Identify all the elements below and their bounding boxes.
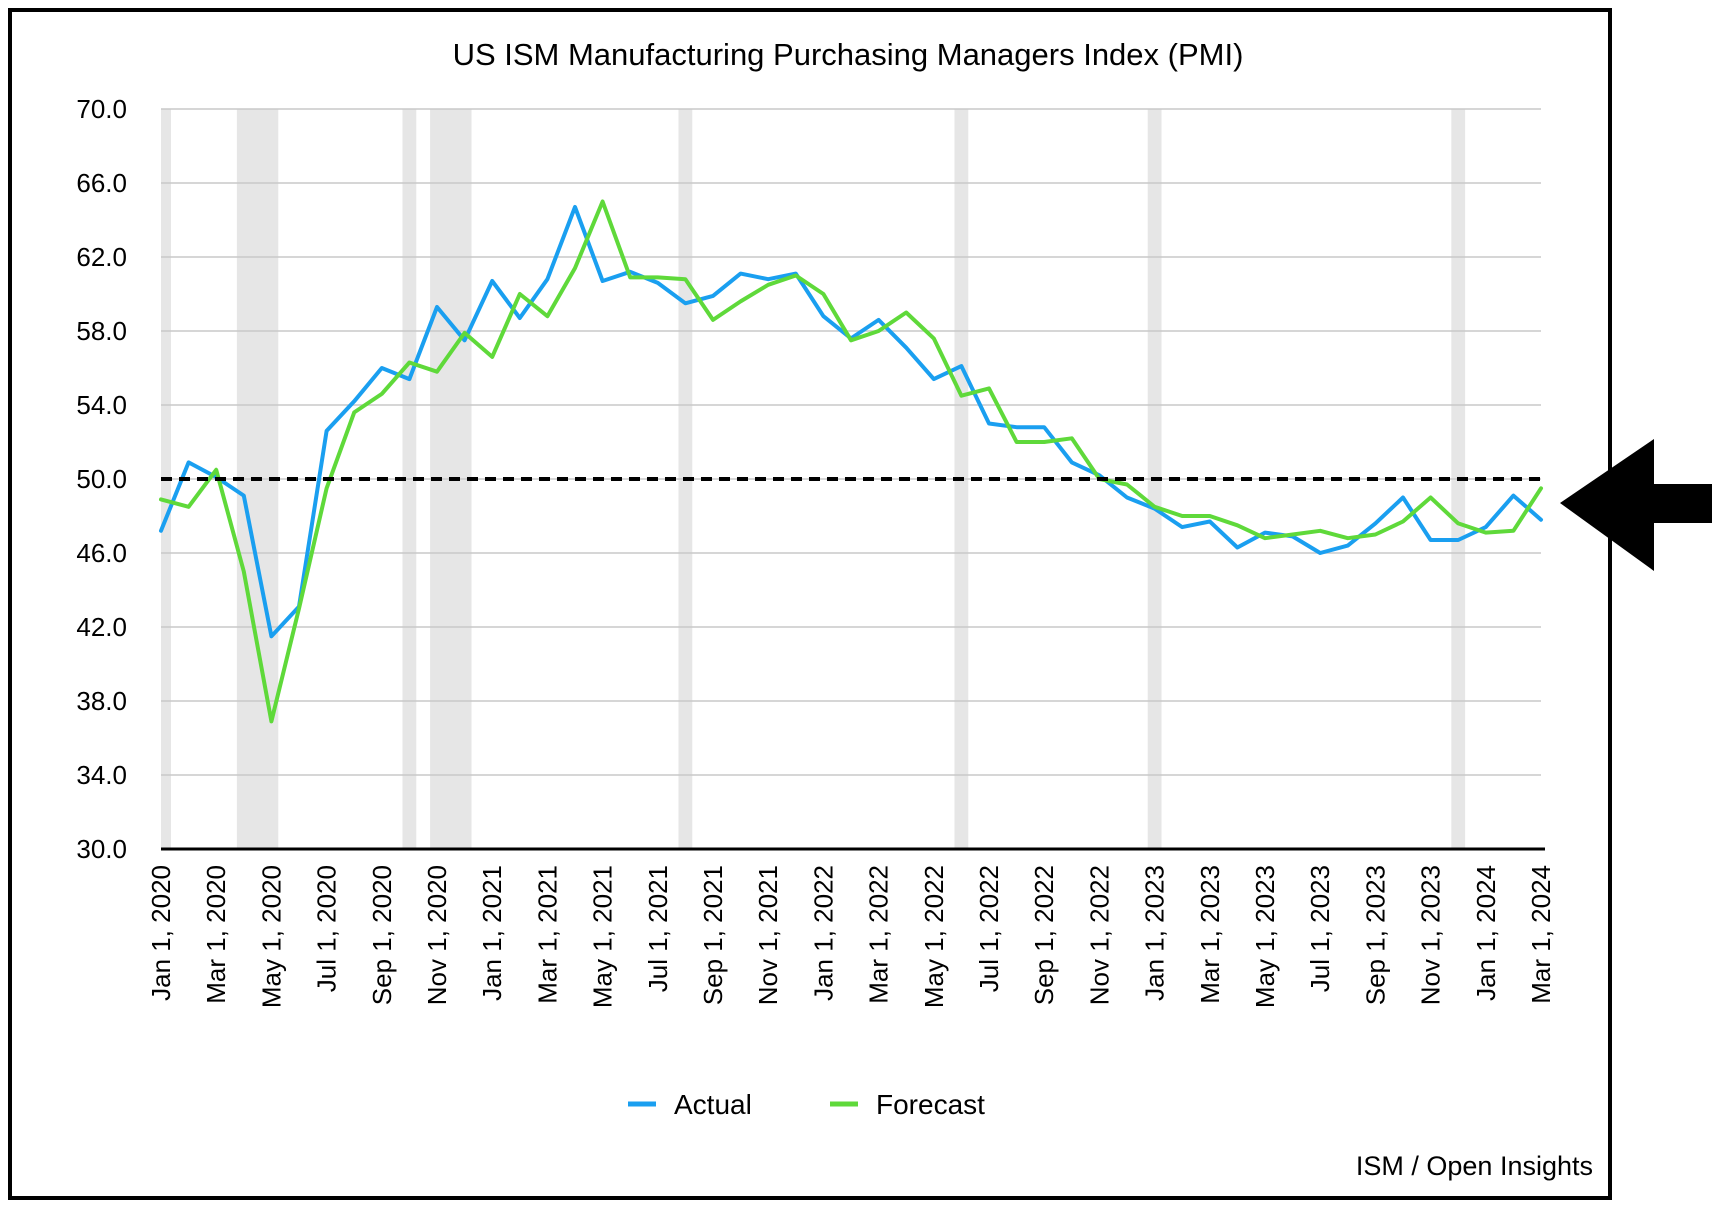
legend-label-actual: Actual <box>674 1089 752 1120</box>
y-axis-ticks: 30.0 34.0 38.0 42.0 46.0 50.0 54.0 58.0 62.0 66.0… <box>76 94 127 864</box>
y-tick-label: 34.0 <box>76 760 127 790</box>
x-tick-label: Jan 1, 2020 <box>146 865 176 1001</box>
x-tick-label: Jan 1, 2024 <box>1471 865 1501 1001</box>
x-tick-label: May 1, 2022 <box>919 865 949 1008</box>
y-tick-label: 38.0 <box>76 686 127 716</box>
x-tick-label: Nov 1, 2021 <box>753 865 783 1005</box>
x-tick-label: May 1, 2021 <box>588 865 618 1008</box>
x-tick-label: May 1, 2020 <box>256 865 286 1008</box>
x-tick-label: May 1, 2023 <box>1250 865 1280 1008</box>
legend: Actual Forecast <box>628 1089 985 1120</box>
y-tick-label: 70.0 <box>76 94 127 124</box>
x-tick-label: Mar 1, 2021 <box>532 865 562 1004</box>
y-tick-label: 30.0 <box>76 834 127 864</box>
y-tick-label: 46.0 <box>76 538 127 568</box>
x-tick-label: Jan 1, 2023 <box>1140 865 1170 1001</box>
y-tick-label: 66.0 <box>76 168 127 198</box>
x-tick-label: Sep 1, 2022 <box>1029 865 1059 1005</box>
series-lines <box>159 199 1543 724</box>
x-tick-label: Nov 1, 2022 <box>1084 865 1114 1005</box>
x-tick-label: Nov 1, 2023 <box>1416 865 1446 1005</box>
y-tick-label: 42.0 <box>76 612 127 642</box>
x-tick-label: Sep 1, 2023 <box>1360 865 1390 1005</box>
x-tick-label: Mar 1, 2022 <box>864 865 894 1004</box>
y-tick-label: 62.0 <box>76 242 127 272</box>
y-tick-label: 58.0 <box>76 316 127 346</box>
x-axis-ticks: Jan 1, 2020 Mar 1, 2020 May 1, 2020 Jul 1, … <box>146 865 1556 1008</box>
y-tick-label: 54.0 <box>76 390 127 420</box>
x-tick-label: Sep 1, 2021 <box>698 865 728 1005</box>
x-tick-label: Mar 1, 2023 <box>1195 865 1225 1004</box>
x-tick-label: Jan 1, 2021 <box>477 865 507 1001</box>
x-tick-label: Mar 1, 2020 <box>201 865 231 1004</box>
x-tick-label: Nov 1, 2020 <box>422 865 452 1005</box>
x-tick-label: Jul 1, 2023 <box>1305 865 1335 992</box>
chart-title: US ISM Manufacturing Purchasing Managers… <box>453 37 1244 72</box>
arrow-left-shape <box>1560 439 1712 571</box>
x-tick-label: Jul 1, 2021 <box>643 865 673 992</box>
legend-label-forecast: Forecast <box>876 1089 985 1120</box>
x-tick-label: Mar 1, 2024 <box>1526 865 1556 1004</box>
x-tick-label: Jul 1, 2020 <box>312 865 342 992</box>
series-line-forecast <box>159 199 1543 724</box>
x-tick-label: Jul 1, 2022 <box>974 865 1004 992</box>
x-tick-label: Sep 1, 2020 <box>367 865 397 1005</box>
x-tick-label: Jan 1, 2022 <box>808 865 838 1001</box>
y-tick-label: 50.0 <box>76 464 127 494</box>
source-note: ISM / Open Insights <box>1356 1151 1593 1181</box>
gridlines <box>161 108 1541 776</box>
